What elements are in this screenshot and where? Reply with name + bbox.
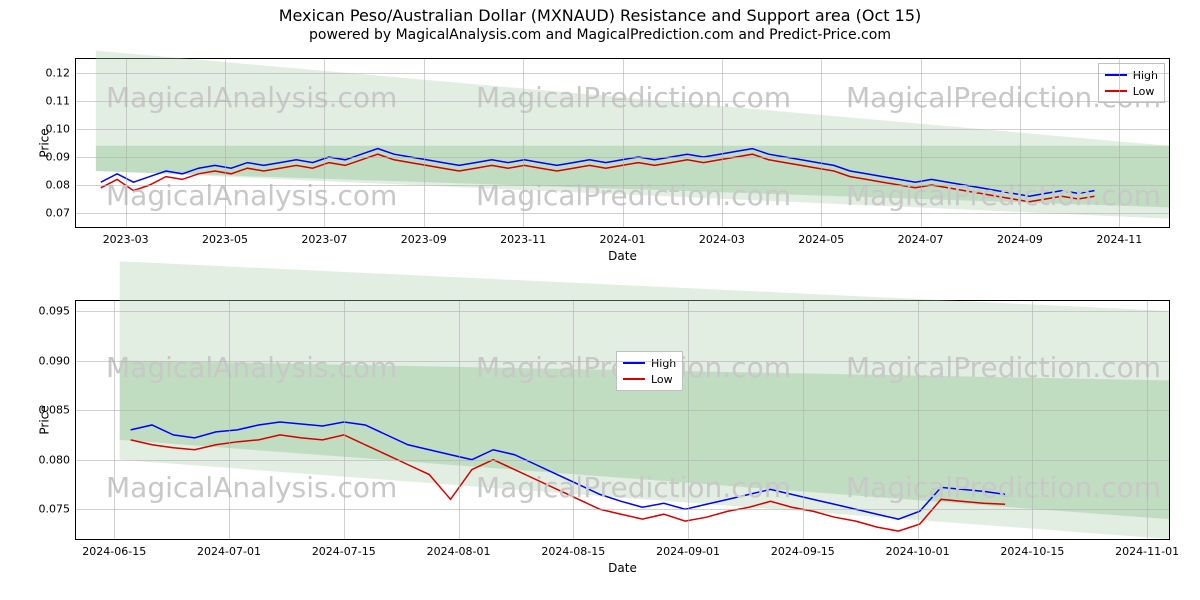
y-tick-label: 0.07 bbox=[46, 207, 77, 220]
legend-line-low bbox=[1105, 90, 1127, 92]
y-tick-label: 0.10 bbox=[46, 123, 77, 136]
x-tick-label: 2024-01 bbox=[600, 227, 646, 246]
x-tick-label: 2024-11-01 bbox=[1115, 539, 1179, 558]
y-tick-label: 0.08 bbox=[46, 179, 77, 192]
legend-label: High bbox=[651, 357, 676, 370]
y-tick-label: 0.085 bbox=[39, 404, 77, 417]
x-tick-label: 2024-11 bbox=[1096, 227, 1142, 246]
x-tick-label: 2024-07 bbox=[898, 227, 944, 246]
chart-bottom: Price Date MagicalAnalysis.com MagicalPr… bbox=[75, 300, 1170, 540]
x-axis-label: Date bbox=[608, 249, 637, 263]
legend-item-high: High bbox=[623, 355, 676, 371]
x-tick-label: 2024-03 bbox=[699, 227, 745, 246]
legend: High Low bbox=[616, 351, 683, 391]
x-tick-label: 2024-10-15 bbox=[1000, 539, 1064, 558]
x-tick-label: 2024-09-01 bbox=[656, 539, 720, 558]
x-tick-label: 2023-07 bbox=[301, 227, 347, 246]
y-tick-label: 0.080 bbox=[39, 453, 77, 466]
y-tick-label: 0.09 bbox=[46, 151, 77, 164]
x-tick-label: 2024-09 bbox=[997, 227, 1043, 246]
legend-line-high bbox=[623, 362, 645, 364]
x-tick-label: 2024-09-15 bbox=[771, 539, 835, 558]
y-tick-label: 0.095 bbox=[39, 304, 77, 317]
chart-subtitle: powered by MagicalAnalysis.com and Magic… bbox=[0, 25, 1200, 43]
legend-line-low bbox=[623, 378, 645, 380]
y-tick-label: 0.075 bbox=[39, 503, 77, 516]
x-axis-label: Date bbox=[608, 561, 637, 575]
x-tick-label: 2023-11 bbox=[500, 227, 546, 246]
legend-label: High bbox=[1133, 69, 1158, 82]
legend-line-high bbox=[1105, 74, 1127, 76]
x-tick-label: 2024-05 bbox=[798, 227, 844, 246]
plot-area bbox=[76, 301, 1169, 539]
chart-top: Price Date MagicalAnalysis.com MagicalPr… bbox=[75, 58, 1170, 228]
legend-label: Low bbox=[651, 373, 673, 386]
y-tick-label: 0.12 bbox=[46, 67, 77, 80]
x-tick-label: 2024-10-01 bbox=[886, 539, 950, 558]
x-tick-label: 2023-05 bbox=[202, 227, 248, 246]
legend-item-low: Low bbox=[1105, 83, 1158, 99]
y-tick-label: 0.090 bbox=[39, 354, 77, 367]
x-tick-label: 2024-08-01 bbox=[427, 539, 491, 558]
x-tick-label: 2023-09 bbox=[401, 227, 447, 246]
legend: High Low bbox=[1098, 63, 1165, 103]
legend-label: Low bbox=[1133, 85, 1155, 98]
x-tick-label: 2024-08-15 bbox=[541, 539, 605, 558]
x-tick-label: 2024-06-15 bbox=[82, 539, 146, 558]
y-tick-label: 0.11 bbox=[46, 95, 77, 108]
x-tick-label: 2024-07-01 bbox=[197, 539, 261, 558]
legend-item-low: Low bbox=[623, 371, 676, 387]
chart-title: Mexican Peso/Australian Dollar (MXNAUD) … bbox=[0, 0, 1200, 25]
x-tick-label: 2023-03 bbox=[103, 227, 149, 246]
x-tick-label: 2024-07-15 bbox=[312, 539, 376, 558]
legend-item-high: High bbox=[1105, 67, 1158, 83]
